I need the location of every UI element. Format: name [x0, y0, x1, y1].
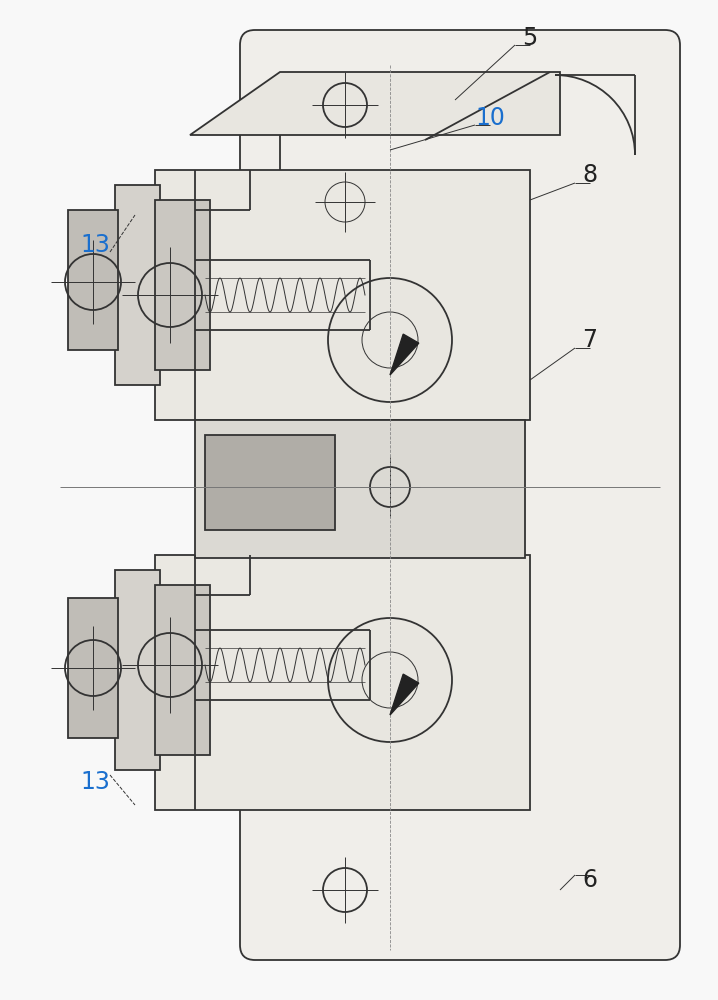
Bar	[155, 555, 530, 810]
Bar	[68, 598, 118, 738]
Text: 6: 6	[582, 868, 597, 892]
Circle shape	[328, 618, 452, 742]
Bar	[205, 435, 335, 530]
Circle shape	[328, 278, 452, 402]
Text: 13: 13	[80, 770, 110, 794]
Text: 13: 13	[80, 233, 110, 257]
Bar	[68, 210, 118, 350]
FancyBboxPatch shape	[240, 30, 680, 960]
Polygon shape	[190, 72, 560, 135]
Text: 7: 7	[582, 328, 597, 352]
Polygon shape	[390, 334, 419, 375]
Bar	[155, 170, 530, 420]
Bar	[195, 420, 525, 558]
Bar	[155, 585, 210, 755]
Polygon shape	[390, 674, 419, 715]
Text: 5: 5	[523, 26, 538, 50]
Bar	[115, 570, 160, 770]
Bar	[115, 185, 160, 385]
Bar	[155, 200, 210, 370]
Text: 10: 10	[475, 106, 505, 130]
Text: 8: 8	[582, 163, 597, 187]
